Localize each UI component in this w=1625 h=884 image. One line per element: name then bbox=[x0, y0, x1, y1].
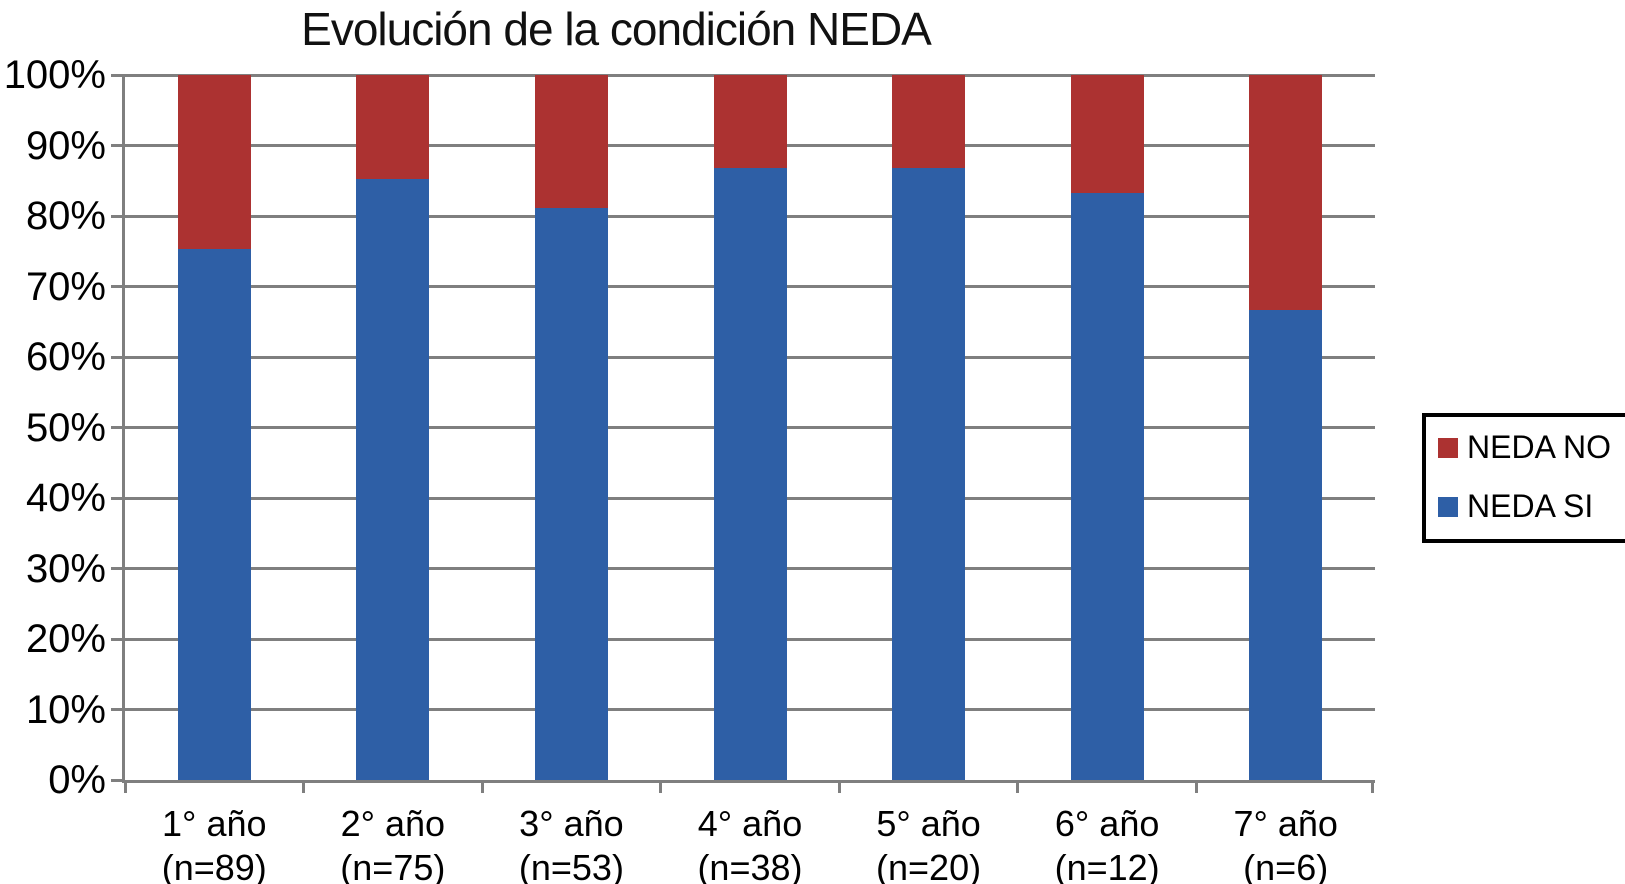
x-axis-label-5: 5° año (n=20) bbox=[839, 802, 1018, 884]
y-axis-label-60: 60% bbox=[25, 335, 106, 379]
legend-label-neda-si: NEDA SI bbox=[1467, 488, 1594, 524]
y-axis-tick-50 bbox=[111, 426, 125, 429]
x-axis-label-year: 7° año bbox=[1233, 803, 1338, 844]
y-axis-label-70: 70% bbox=[25, 264, 106, 309]
x-axis-label-1: 1° año (n=89) bbox=[125, 802, 304, 884]
y-axis-tick-0 bbox=[111, 778, 125, 782]
x-axis-label-4: 4° año (n=38) bbox=[661, 802, 840, 884]
legend-swatch-neda-si-icon bbox=[1438, 496, 1458, 517]
x-axis-tick-6 bbox=[1194, 780, 1198, 793]
x-axis-tick-3 bbox=[659, 780, 663, 793]
x-axis-tick-2 bbox=[480, 780, 484, 793]
bar-neda-si-cat-2 bbox=[356, 178, 430, 780]
x-axis-label-year: 3° año bbox=[519, 803, 624, 844]
chart-title: Evolución de la condición NEDA bbox=[301, 3, 932, 55]
y-axis-tick-70 bbox=[111, 285, 125, 288]
bar-neda-si-cat-3 bbox=[534, 208, 608, 780]
y-axis-tick-10 bbox=[111, 708, 125, 711]
x-axis-label-n: (n=53) bbox=[518, 847, 624, 884]
bar-neda-si-cat-6 bbox=[1070, 192, 1144, 780]
x-axis-tick-5 bbox=[1016, 780, 1020, 793]
x-axis-label-year: 1° año bbox=[162, 803, 267, 844]
y-axis-tick-80 bbox=[111, 214, 125, 218]
legend-swatch-neda-no-icon bbox=[1438, 437, 1458, 458]
y-axis-label-0: 0% bbox=[48, 758, 106, 802]
bar-neda-no-cat-1 bbox=[177, 75, 251, 250]
y-axis-tick-40 bbox=[111, 496, 125, 500]
x-axis-tick-4 bbox=[837, 780, 841, 793]
y-axis-label-20: 20% bbox=[25, 617, 106, 661]
x-axis-tick-7 bbox=[1370, 780, 1374, 793]
x-axis-label-2: 2° año (n=75) bbox=[304, 802, 483, 884]
legend-item-neda-no: NEDA NO bbox=[1438, 429, 1625, 466]
y-axis-tick-60 bbox=[111, 355, 125, 359]
y-axis-label-10: 10% bbox=[25, 687, 106, 732]
legend-item-neda-si: NEDA SI bbox=[1438, 488, 1625, 525]
x-axis-label-6: 6° año (n=12) bbox=[1018, 802, 1197, 884]
y-axis-tick-90 bbox=[111, 144, 125, 147]
bar-neda-no-cat-2 bbox=[356, 75, 430, 179]
x-axis-label-n: (n=38) bbox=[697, 847, 803, 884]
y-axis-label-50: 50% bbox=[25, 405, 106, 450]
bar-neda-no-cat-3 bbox=[534, 75, 608, 209]
x-axis-label-3: 3° año (n=53) bbox=[482, 802, 661, 884]
bar-neda-no-cat-4 bbox=[713, 75, 787, 169]
x-axis-label-n: (n=20) bbox=[876, 847, 982, 884]
x-axis-label-n: (n=6) bbox=[1243, 847, 1329, 884]
bar-neda-no-cat-5 bbox=[892, 75, 966, 169]
bar-neda-no-cat-6 bbox=[1070, 75, 1144, 193]
x-axis-label-n: (n=12) bbox=[1054, 847, 1160, 884]
bar-neda-no-cat-7 bbox=[1249, 75, 1323, 310]
y-axis-label-40: 40% bbox=[25, 476, 106, 520]
y-axis-label-80: 80% bbox=[25, 194, 106, 238]
x-axis-label-year: 5° año bbox=[876, 803, 981, 844]
x-axis-label-7: 7° año (n=6) bbox=[1196, 802, 1375, 884]
bar-neda-si-cat-7 bbox=[1249, 309, 1323, 780]
y-axis-label-30: 30% bbox=[25, 546, 106, 591]
plot-area: 1° año (n=89) 2° año (n=75) 3° año (n=53) 4° a… bbox=[111, 73, 1375, 884]
bar-neda-si-cat-4 bbox=[713, 168, 787, 780]
x-axis-label-n: (n=75) bbox=[340, 847, 446, 884]
gridline-100 bbox=[125, 73, 1375, 77]
x-axis-label-n: (n=89) bbox=[161, 847, 267, 884]
y-axis-tick-30 bbox=[111, 567, 125, 570]
x-axis-label-year: 6° año bbox=[1054, 803, 1160, 844]
y-axis-tick-labels: 0% 10% 20% 30% 40% 50% 60% 70% 80% 90% 100% bbox=[0, 53, 106, 802]
y-axis-label-100: 100% bbox=[3, 53, 106, 97]
legend: NEDA NO NEDA SI bbox=[1422, 413, 1625, 543]
x-axis-label-year: 4° año bbox=[697, 803, 803, 844]
bar-neda-si-cat-5 bbox=[892, 168, 966, 780]
legend-label-neda-no: NEDA NO bbox=[1467, 429, 1612, 465]
x-axis-label-year: 2° año bbox=[340, 803, 446, 844]
y-axis-tick-20 bbox=[111, 637, 125, 641]
bar-neda-si-cat-1 bbox=[177, 249, 251, 780]
x-axis-tick-0 bbox=[123, 780, 127, 793]
y-axis-tick-100 bbox=[111, 73, 125, 77]
y-axis-label-90: 90% bbox=[25, 123, 106, 168]
x-axis-tick-1 bbox=[302, 780, 306, 793]
